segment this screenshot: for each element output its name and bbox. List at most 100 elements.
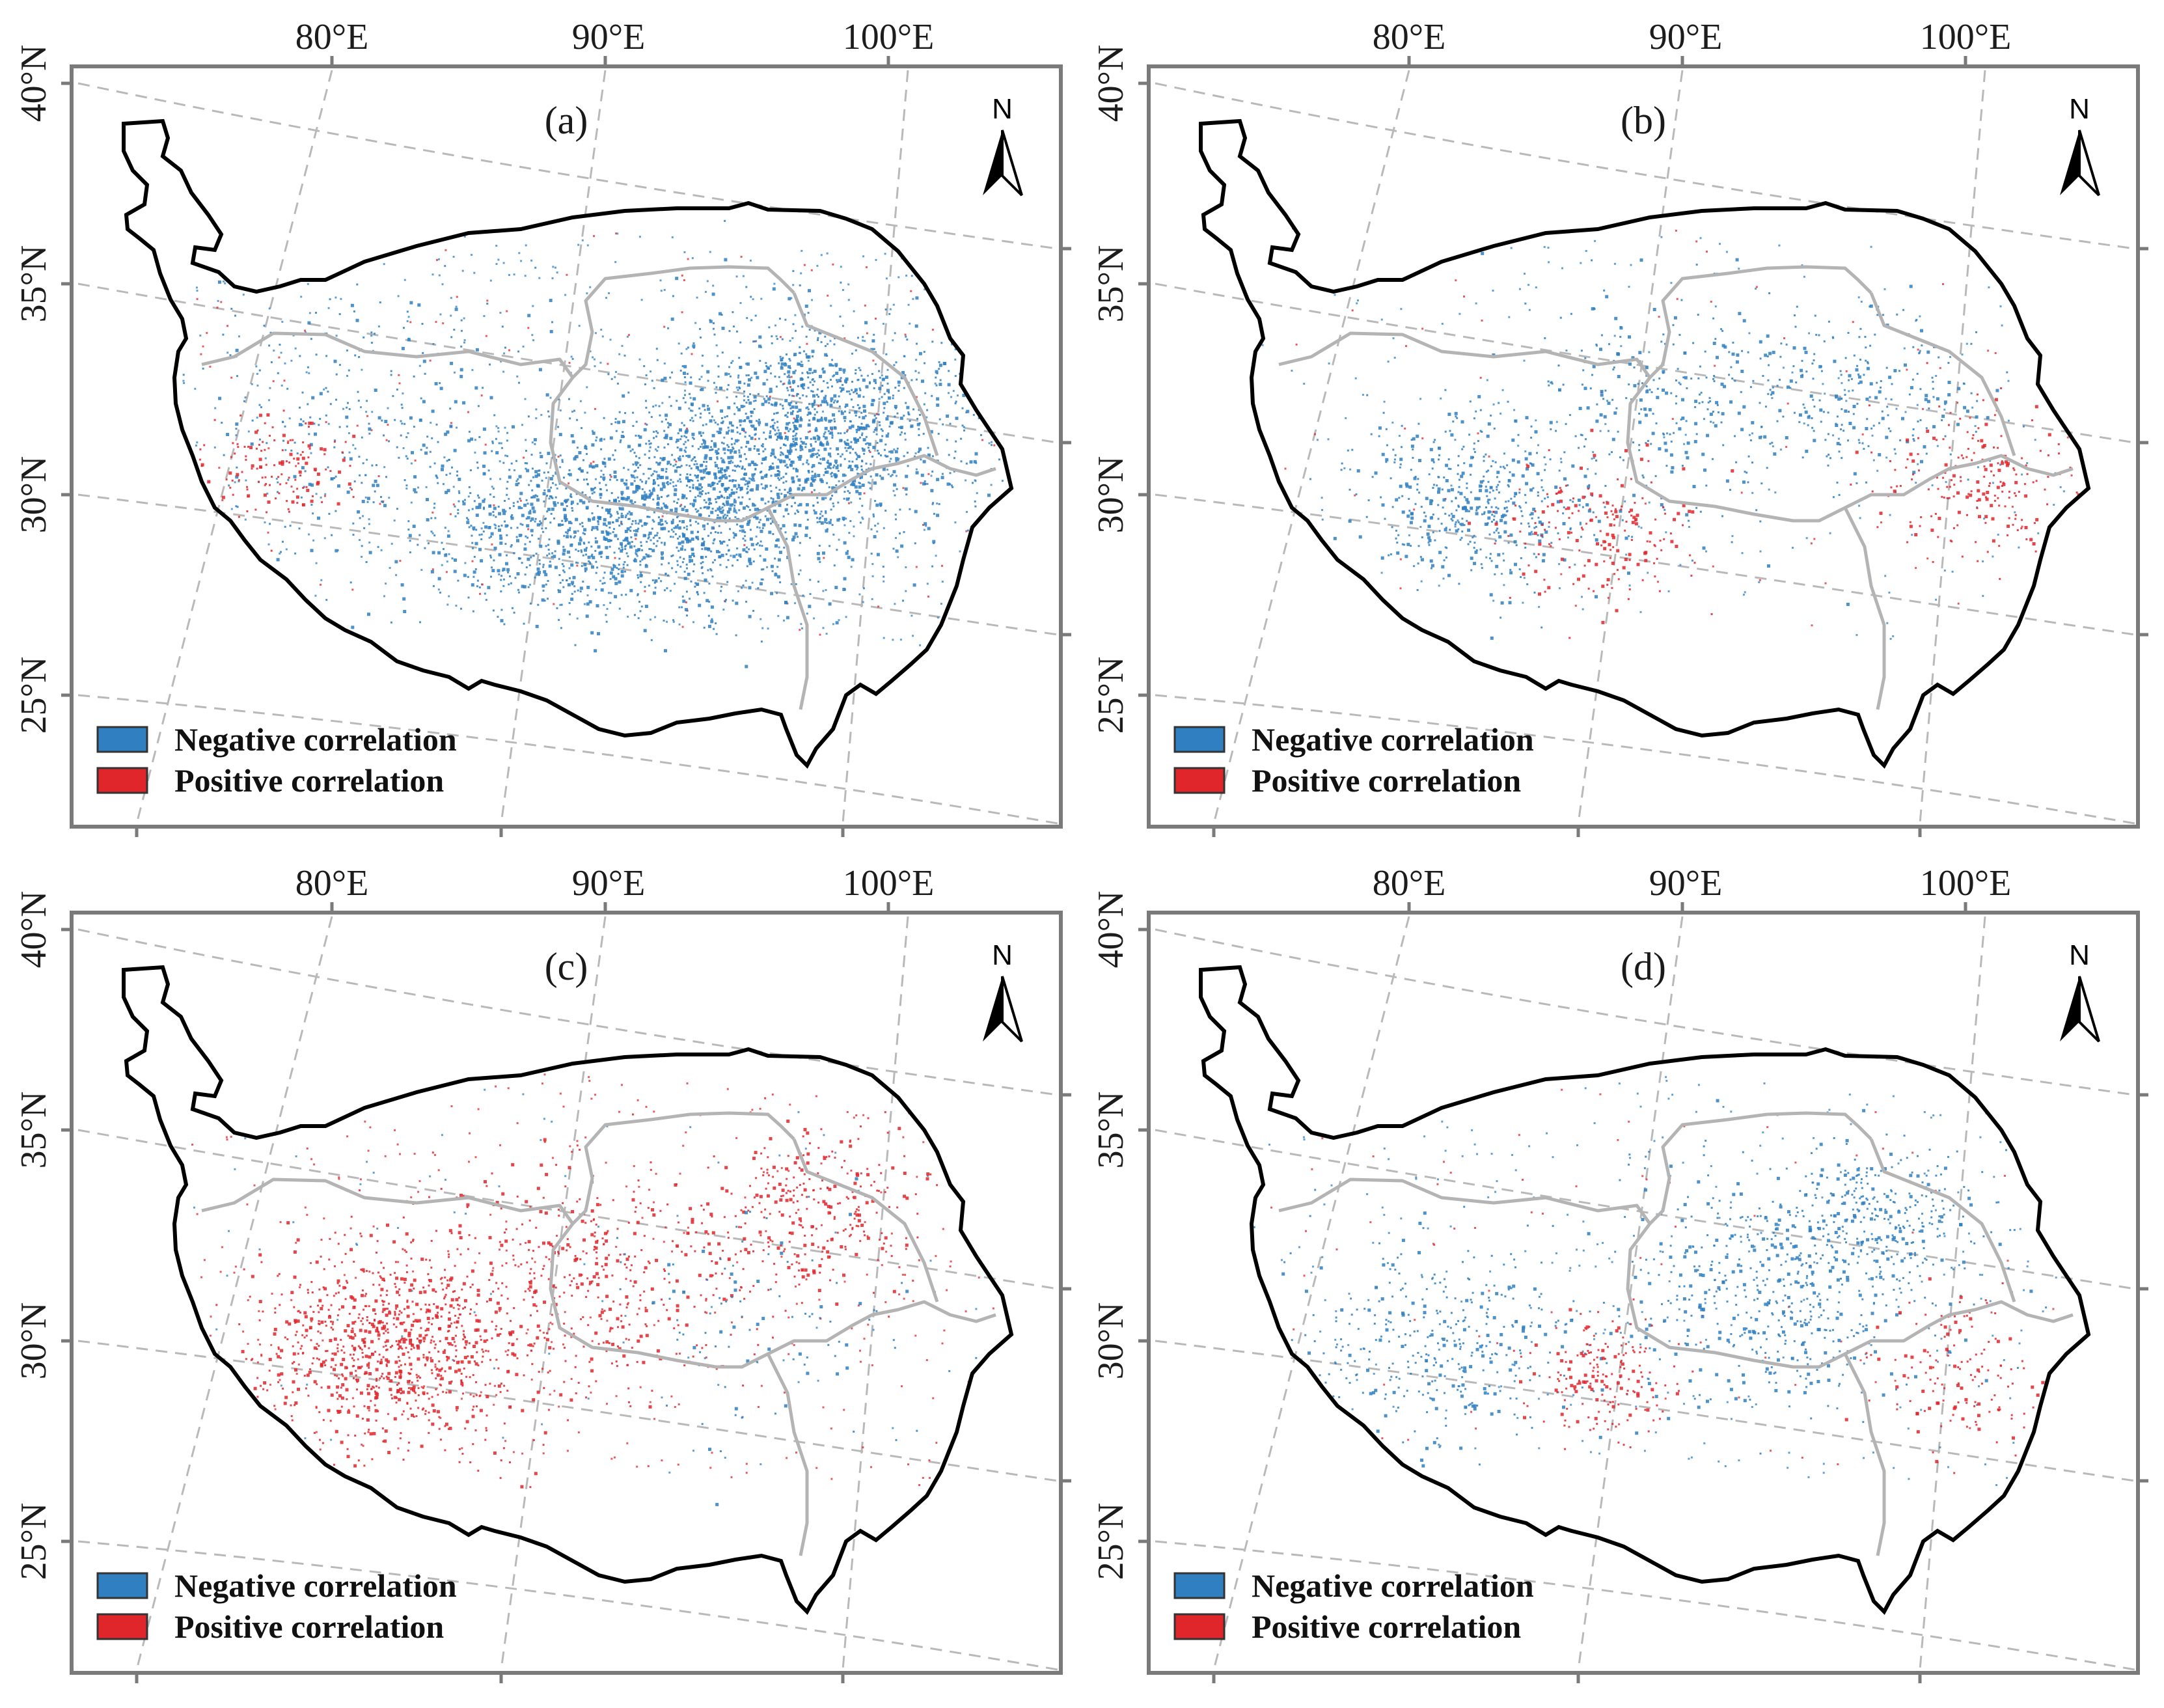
- correlation-pixel: [721, 485, 724, 488]
- correlation-pixel: [556, 540, 560, 544]
- correlation-pixel: [570, 563, 574, 567]
- correlation-pixel: [383, 504, 387, 508]
- correlation-pixel: [854, 390, 856, 393]
- correlation-pixel: [598, 482, 601, 484]
- correlation-pixel: [784, 362, 786, 365]
- correlation-pixel: [722, 517, 724, 519]
- correlation-pixel: [937, 616, 939, 619]
- correlation-pixel: [592, 432, 596, 435]
- correlation-pixel: [320, 496, 322, 499]
- correlation-pixel: [899, 639, 902, 641]
- correlation-pixel: [717, 376, 720, 378]
- correlation-pixel: [773, 282, 776, 285]
- correlation-pixel: [848, 390, 851, 393]
- correlation-pixel: [603, 522, 607, 526]
- correlation-pixel: [679, 547, 683, 551]
- correlation-pixel: [571, 440, 575, 444]
- correlation-pixel: [672, 620, 675, 623]
- correlation-pixel: [430, 517, 433, 519]
- correlation-pixel: [817, 581, 819, 583]
- correlation-pixel: [539, 523, 541, 526]
- correlation-pixel: [1321, 518, 1324, 521]
- correlation-pixel: [530, 454, 533, 456]
- correlation-pixel: [733, 504, 736, 507]
- correlation-pixel: [882, 322, 884, 325]
- correlation-pixel: [573, 530, 577, 534]
- correlation-pixel: [744, 435, 746, 438]
- correlation-pixel: [694, 322, 697, 324]
- correlation-pixel: [857, 426, 859, 428]
- correlation-pixel: [352, 434, 356, 438]
- north-label: N: [992, 93, 1013, 125]
- correlation-pixel: [788, 381, 791, 385]
- correlation-pixel: [256, 384, 259, 387]
- correlation-pixel: [764, 448, 767, 450]
- correlation-pixel: [678, 458, 681, 461]
- correlation-pixel: [1525, 482, 1529, 486]
- correlation-pixel: [716, 458, 719, 460]
- correlation-pixel: [524, 573, 527, 576]
- correlation-pixel: [843, 441, 846, 443]
- correlation-pixel: [922, 524, 925, 526]
- correlation-pixel: [650, 539, 652, 542]
- correlation-pixel: [452, 503, 455, 506]
- correlation-pixel: [713, 538, 716, 540]
- correlation-pixel: [809, 381, 812, 383]
- correlation-pixel: [609, 513, 612, 516]
- correlation-pixel: [591, 565, 594, 569]
- correlation-pixel: [692, 555, 695, 557]
- correlation-pixel: [308, 533, 310, 536]
- correlation-pixel: [715, 622, 717, 625]
- correlation-pixel: [385, 439, 388, 441]
- correlation-pixel: [537, 473, 540, 477]
- correlation-pixel: [238, 335, 240, 338]
- correlation-pixel: [596, 529, 599, 531]
- correlation-pixel: [799, 363, 801, 366]
- correlation-pixel: [584, 567, 588, 571]
- correlation-pixel: [388, 440, 390, 443]
- correlation-pixel: [801, 627, 803, 629]
- correlation-pixel: [819, 560, 821, 563]
- correlation-pixel: [709, 532, 712, 534]
- correlation-pixel: [528, 540, 531, 543]
- correlation-pixel: [770, 592, 774, 596]
- correlation-pixel: [872, 445, 876, 449]
- correlation-pixel: [495, 524, 497, 527]
- correlation-pixel: [295, 465, 297, 467]
- correlation-pixel: [530, 259, 533, 262]
- correlation-pixel: [609, 527, 611, 529]
- correlation-pixel: [850, 468, 854, 471]
- correlation-pixel: [449, 513, 452, 516]
- correlation-pixel: [618, 506, 621, 509]
- correlation-pixel: [550, 512, 553, 515]
- correlation-pixel: [1522, 601, 1524, 604]
- correlation-pixel: [414, 491, 416, 493]
- correlation-pixel: [920, 482, 922, 484]
- correlation-pixel: [648, 555, 650, 558]
- correlation-pixel: [1714, 365, 1716, 367]
- correlation-pixel: [728, 461, 732, 464]
- correlation-pixel: [738, 553, 742, 557]
- correlation-pixel: [597, 632, 600, 636]
- correlation-pixel: [698, 378, 701, 381]
- correlation-pixel: [747, 399, 750, 401]
- correlation-pixel: [700, 435, 702, 437]
- correlation-pixel: [571, 507, 573, 509]
- correlation-pixel: [351, 588, 354, 591]
- correlation-pixel: [899, 532, 901, 534]
- correlation-pixel: [885, 455, 888, 458]
- correlation-pixel: [851, 482, 855, 486]
- correlation-pixel: [645, 564, 648, 566]
- correlation-pixel: [711, 415, 713, 418]
- correlation-pixel: [641, 549, 644, 551]
- correlation-pixel: [784, 465, 787, 467]
- correlation-pixel: [772, 287, 776, 291]
- correlation-pixel: [776, 411, 779, 414]
- correlation-pixel: [1860, 301, 1863, 303]
- correlation-pixel: [365, 561, 368, 563]
- correlation-pixel: [279, 461, 282, 465]
- correlation-pixel: [637, 461, 640, 464]
- correlation-pixel: [735, 479, 737, 482]
- correlation-pixel: [213, 419, 216, 421]
- correlation-pixel: [771, 570, 774, 572]
